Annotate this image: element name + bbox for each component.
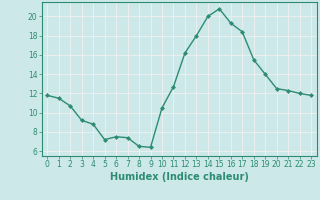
X-axis label: Humidex (Indice chaleur): Humidex (Indice chaleur) <box>110 172 249 182</box>
